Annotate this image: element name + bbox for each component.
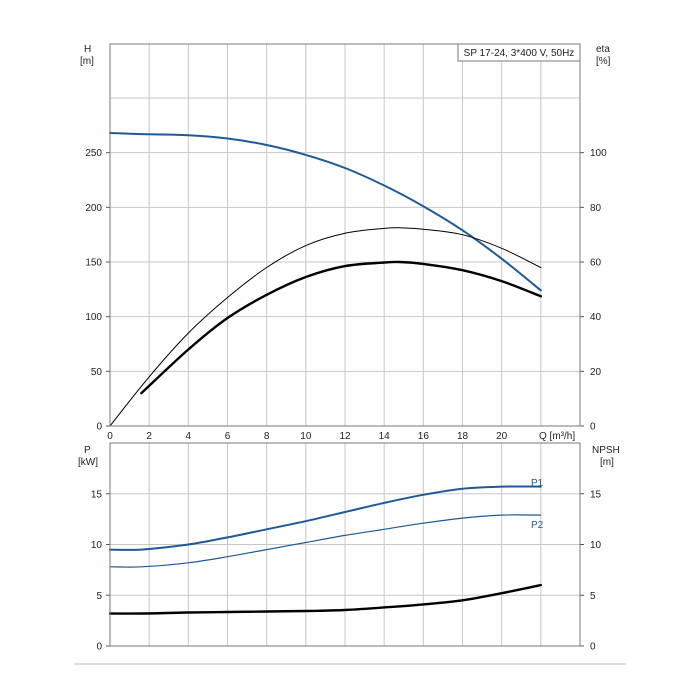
x-tick-label: 4 <box>186 431 192 442</box>
top-right-tick-label: 60 <box>590 258 602 269</box>
bottom-right-tick-label: 10 <box>590 540 602 551</box>
bottom-left-tick-label: 10 <box>91 540 103 551</box>
x-tick-label: 20 <box>496 431 508 442</box>
x-tick-label: 18 <box>457 431 469 442</box>
bottom-series-line-2 <box>108 583 542 615</box>
bottom-chart-frame <box>109 442 581 647</box>
x-tick-label: 10 <box>300 431 312 442</box>
top-series-line-1 <box>109 227 542 427</box>
bottom-right-axis-unit: [m] <box>600 457 614 468</box>
top-chart-frame <box>109 43 581 427</box>
chart-title-box <box>457 43 581 62</box>
x-tick-label: 8 <box>264 431 270 442</box>
top-left-tick-label: 150 <box>85 258 102 269</box>
bottom-series-line-p2 <box>109 514 542 568</box>
bottom-left-axis-label: P <box>84 445 91 456</box>
x-axis-label: Q [m³/h] <box>539 431 575 442</box>
series-label-p1: P1 <box>531 478 544 489</box>
top-left-tick-label: 200 <box>85 203 102 214</box>
top-chart-grid <box>110 44 580 426</box>
top-left-tick-label: 50 <box>91 367 103 378</box>
x-tick-label: 16 <box>418 431 430 442</box>
bottom-right-axis-label: NPSH <box>592 445 620 456</box>
bottom-series-line-p1 <box>109 485 542 551</box>
top-right-tick-label: 100 <box>590 148 607 159</box>
chart-title: SP 17-24, 3*400 V, 50Hz <box>464 48 575 59</box>
bottom-chart-tick-labels: 0 5 10 15 0 5 10 15 <box>91 489 602 652</box>
top-chart-tick-labels: 0 50 100 150 200 250 0 20 40 60 80 100 0 2 4 6 8 10 12 14 16… <box>85 148 607 442</box>
top-left-axis-unit: [m] <box>80 56 94 67</box>
top-series-line-2 <box>140 260 542 395</box>
bottom-left-tick-label: 5 <box>96 591 102 602</box>
bottom-left-tick-label: 0 <box>96 642 102 653</box>
top-left-tick-label: 0 <box>96 422 102 433</box>
top-right-tick-label: 80 <box>590 203 602 214</box>
top-right-tick-label: 40 <box>590 312 602 323</box>
bottom-right-tick-label: 0 <box>590 642 596 653</box>
top-chart-series <box>109 132 542 427</box>
x-tick-label: 6 <box>225 431 231 442</box>
top-left-tick-label: 100 <box>85 312 102 323</box>
top-right-tick-label: 0 <box>590 422 596 433</box>
bottom-chart-series <box>108 485 542 615</box>
x-tick-label: 14 <box>379 431 391 442</box>
top-right-axis-unit: [%] <box>596 56 611 67</box>
series-label-p2: P2 <box>531 520 544 531</box>
bottom-left-tick-label: 15 <box>91 489 103 500</box>
bottom-right-tick-label: 5 <box>590 591 596 602</box>
bottom-left-axis-unit: [kW] <box>78 457 98 468</box>
bottom-right-tick-label: 15 <box>590 489 602 500</box>
x-tick-label: 12 <box>339 431 351 442</box>
top-left-axis-label: H <box>84 44 91 55</box>
top-right-tick-label: 20 <box>590 367 602 378</box>
x-tick-label: 0 <box>107 431 113 442</box>
bottom-chart-grid <box>110 443 580 646</box>
top-right-axis-label: eta <box>596 44 610 55</box>
top-left-tick-label: 250 <box>85 148 102 159</box>
top-series-line-0 <box>109 132 542 292</box>
x-tick-label: 2 <box>146 431 152 442</box>
